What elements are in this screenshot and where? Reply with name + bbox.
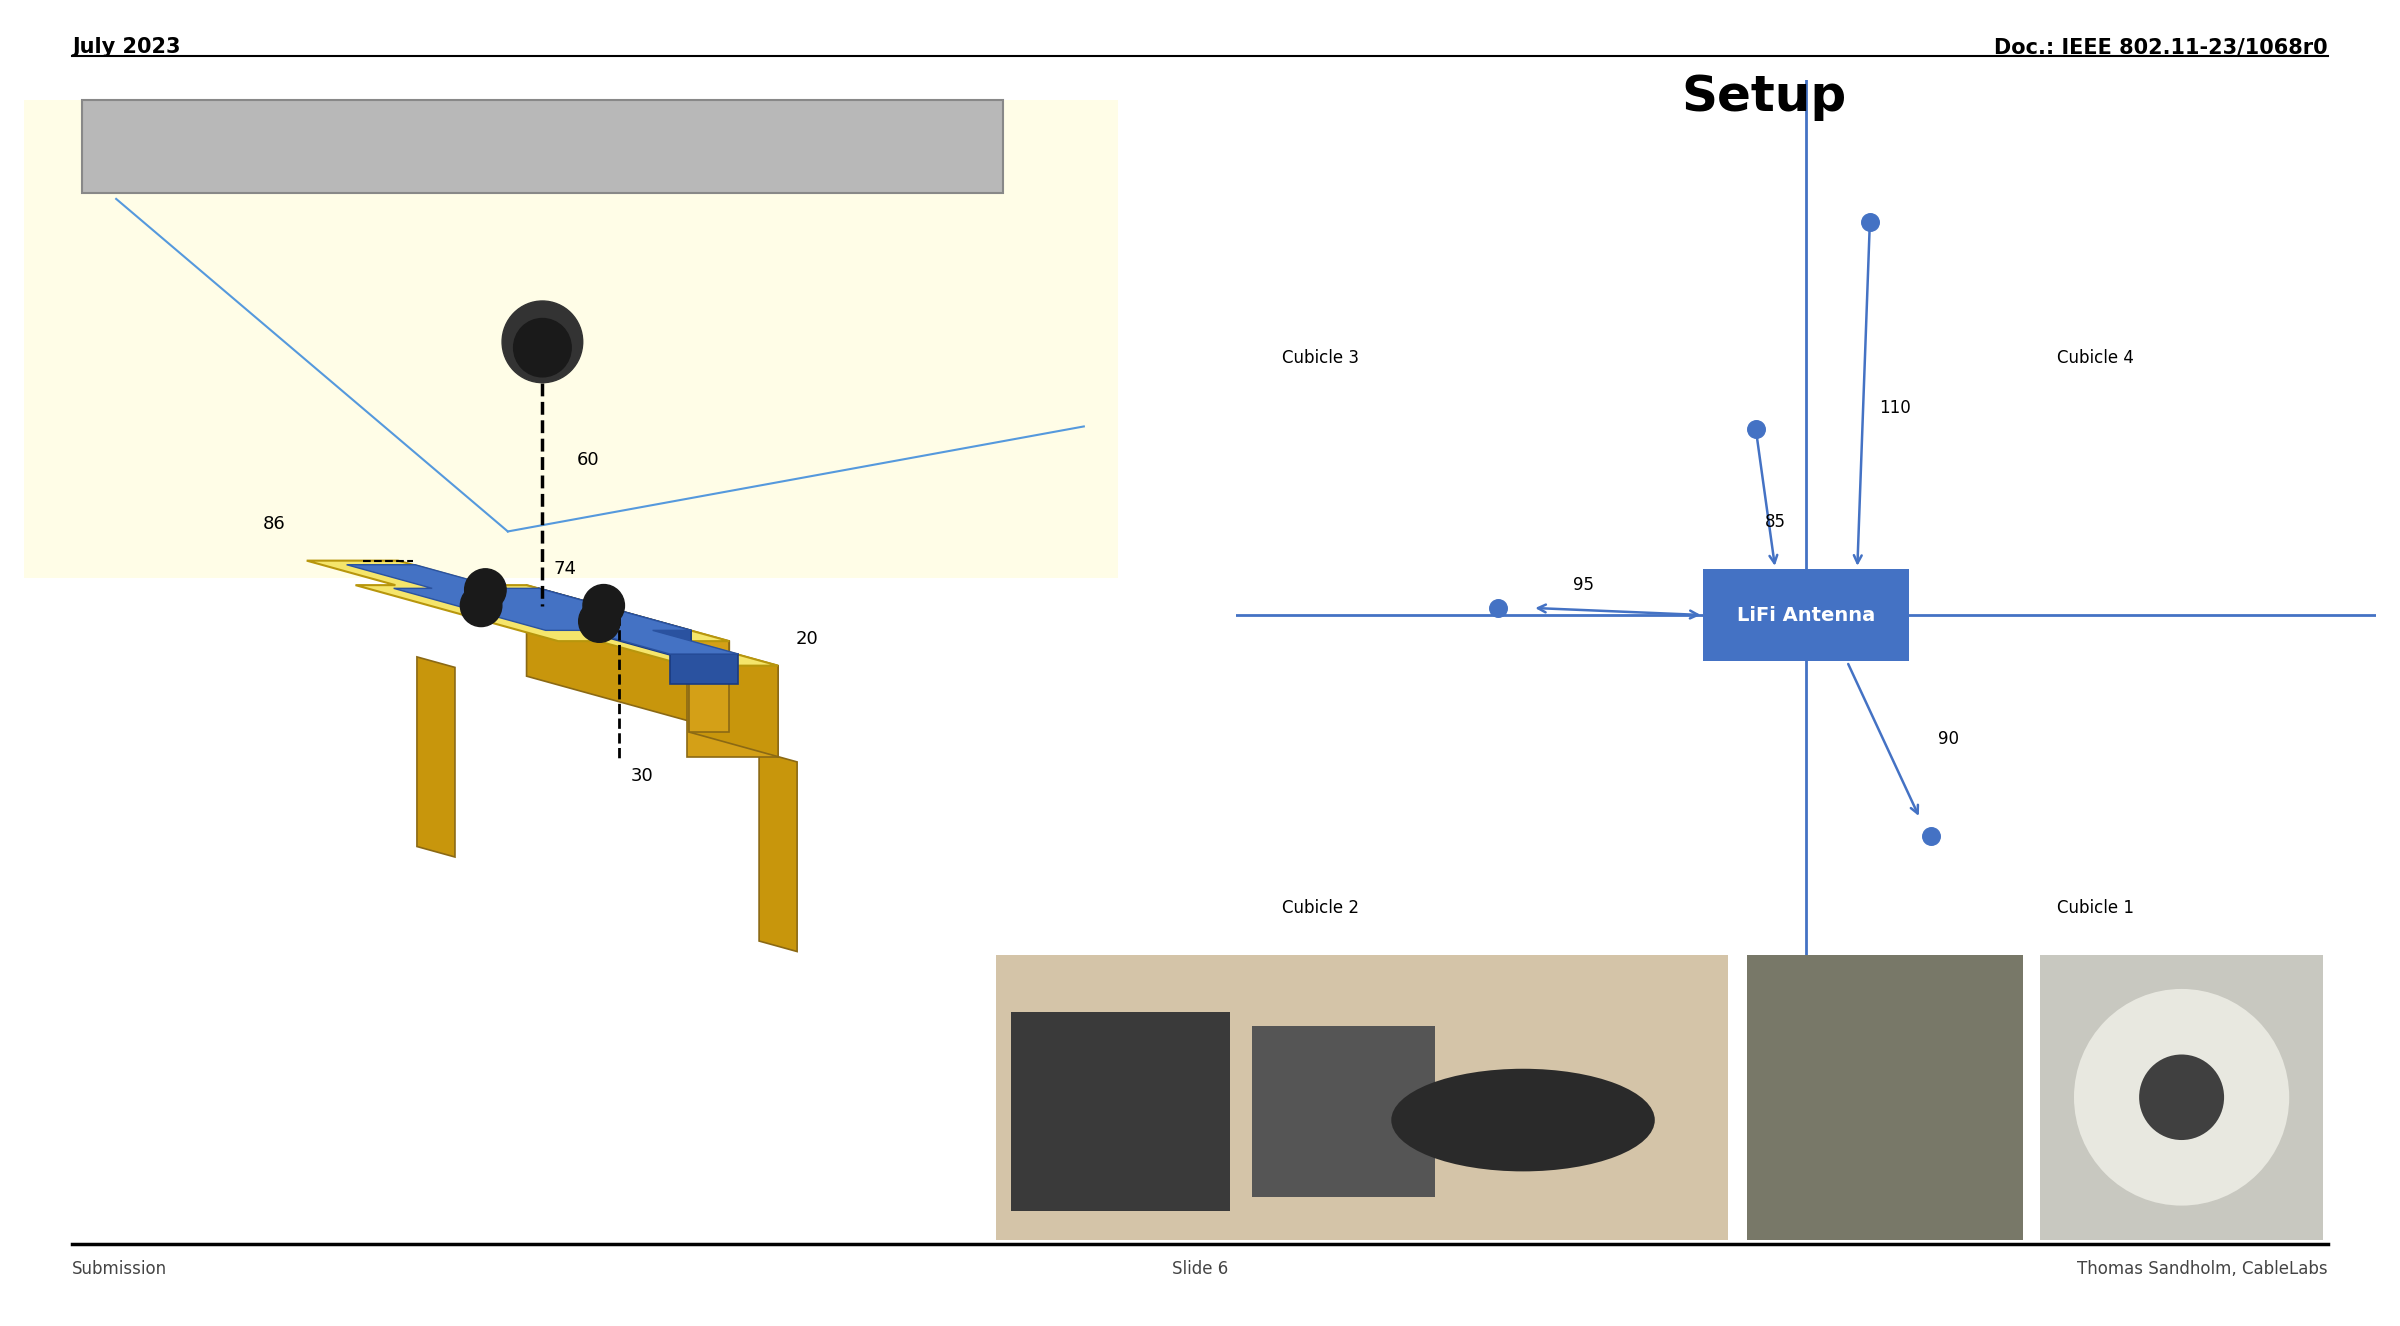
- Bar: [1253, 1026, 1435, 1197]
- Point: [1738, 419, 1776, 440]
- Circle shape: [1392, 1069, 1656, 1171]
- Text: Doc.: IEEE 802.11-23/1068r0: Doc.: IEEE 802.11-23/1068r0: [1994, 37, 2328, 57]
- Point: [1478, 597, 1517, 618]
- Circle shape: [502, 301, 583, 383]
- Text: Cubicle 2: Cubicle 2: [1282, 899, 1358, 916]
- Circle shape: [466, 569, 506, 611]
- Point: [1850, 212, 1889, 233]
- Circle shape: [461, 585, 502, 627]
- Polygon shape: [758, 752, 797, 952]
- Polygon shape: [82, 99, 1003, 194]
- Text: Setup: Setup: [1682, 73, 1846, 121]
- Circle shape: [583, 585, 624, 627]
- Text: Submission: Submission: [72, 1260, 168, 1278]
- Point: [1913, 826, 1951, 847]
- Circle shape: [2138, 1054, 2225, 1140]
- Text: Cubicle 4: Cubicle 4: [2057, 349, 2134, 367]
- Polygon shape: [346, 565, 739, 654]
- Text: Slide 6: Slide 6: [1171, 1260, 1229, 1278]
- Polygon shape: [670, 654, 739, 684]
- Text: 86: 86: [264, 514, 286, 533]
- Polygon shape: [526, 585, 730, 732]
- Bar: [1010, 1012, 1231, 1212]
- Circle shape: [2074, 989, 2290, 1205]
- Text: 90: 90: [1939, 729, 1958, 748]
- Text: Thomas Sandholm, CableLabs: Thomas Sandholm, CableLabs: [2078, 1260, 2328, 1278]
- Text: 95: 95: [1574, 575, 1594, 594]
- FancyBboxPatch shape: [1704, 569, 1908, 662]
- Polygon shape: [689, 642, 778, 757]
- Text: Cubicle 1: Cubicle 1: [2057, 899, 2134, 916]
- Text: 85: 85: [1764, 513, 1786, 532]
- Polygon shape: [418, 656, 456, 857]
- Circle shape: [514, 318, 571, 377]
- Circle shape: [578, 601, 619, 642]
- Text: 60: 60: [576, 451, 600, 469]
- Text: July 2023: July 2023: [72, 37, 180, 57]
- Polygon shape: [540, 589, 691, 660]
- Text: 20: 20: [797, 630, 818, 648]
- Polygon shape: [686, 666, 778, 757]
- Polygon shape: [307, 561, 778, 666]
- Text: 74: 74: [554, 561, 576, 578]
- Polygon shape: [689, 642, 730, 732]
- Text: 30: 30: [631, 768, 653, 785]
- Text: 110: 110: [1879, 399, 1910, 416]
- Text: Cubicle 3: Cubicle 3: [1282, 349, 1358, 367]
- Text: LiFi Antenna: LiFi Antenna: [1738, 606, 1874, 625]
- Polygon shape: [24, 99, 1118, 578]
